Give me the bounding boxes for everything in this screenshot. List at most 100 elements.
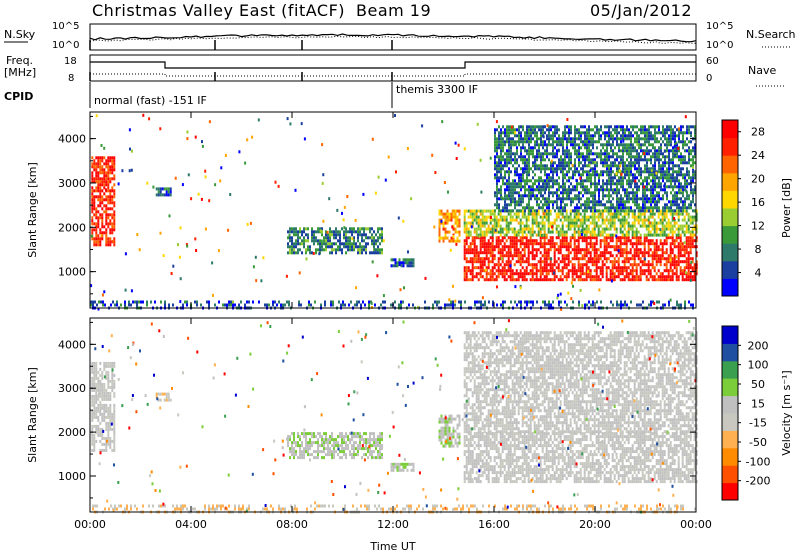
- cell: [628, 170, 630, 173]
- cell: [542, 260, 544, 263]
- cell: [672, 251, 674, 254]
- cell: [548, 213, 550, 216]
- cell: [610, 188, 612, 191]
- cell: [644, 209, 646, 212]
- cell: [544, 167, 546, 170]
- nave-label: Nave: [748, 64, 776, 77]
- cell: [684, 254, 686, 257]
- cell: [391, 258, 393, 261]
- cell: [93, 189, 95, 192]
- cell: [544, 152, 546, 155]
- cell: [510, 185, 512, 188]
- cell: [612, 152, 614, 155]
- cell: [652, 239, 654, 242]
- cell: [480, 242, 482, 245]
- cell: [620, 278, 622, 281]
- cell: [162, 193, 164, 196]
- cell: [293, 245, 295, 248]
- cell: [488, 278, 490, 281]
- cell: [612, 260, 614, 263]
- cell: [480, 245, 482, 248]
- cell: [664, 188, 666, 191]
- cell: [588, 203, 590, 206]
- cell: [504, 197, 506, 200]
- cell: [644, 164, 646, 167]
- cell: [680, 182, 682, 185]
- cell: [558, 234, 560, 237]
- cell: [532, 152, 534, 155]
- cell: [656, 185, 658, 188]
- cell: [538, 182, 540, 185]
- cell: [314, 301, 316, 304]
- cell: [548, 301, 550, 304]
- cell: [652, 194, 654, 197]
- cell: [552, 203, 554, 206]
- cell: [566, 275, 568, 278]
- cell: [498, 131, 500, 134]
- cell: [570, 242, 572, 245]
- cell: [377, 245, 379, 248]
- cell: [508, 131, 510, 134]
- cell: [574, 231, 576, 234]
- cell: [578, 239, 580, 242]
- cell: [530, 128, 532, 131]
- cell: [536, 149, 538, 152]
- cell: [514, 197, 516, 200]
- cell: [532, 272, 534, 275]
- cell: [688, 149, 690, 152]
- cell: [91, 228, 93, 231]
- cell: [305, 239, 307, 242]
- cell: [109, 168, 111, 171]
- cell: [160, 301, 162, 304]
- cell: [512, 197, 514, 200]
- cell: [490, 269, 492, 272]
- cell: [624, 134, 626, 137]
- cell: [504, 182, 506, 185]
- cell: [432, 304, 434, 307]
- cell: [457, 222, 459, 225]
- cell: [562, 182, 564, 185]
- cell: [544, 216, 546, 219]
- cell: [564, 131, 566, 134]
- cell: [496, 188, 498, 191]
- cell: [598, 254, 600, 257]
- cell: [546, 242, 548, 245]
- cell: [508, 170, 510, 173]
- cell: [622, 236, 624, 239]
- nsky-tick-bottom: 10^0: [52, 40, 79, 51]
- cell: [576, 206, 578, 209]
- cell: [534, 194, 536, 197]
- cell: [586, 206, 588, 209]
- cell: [504, 164, 506, 167]
- cell: [381, 230, 383, 233]
- cell: [690, 188, 692, 191]
- cell: [674, 260, 676, 263]
- cell: [522, 140, 524, 143]
- cell: [466, 236, 468, 239]
- cell: [646, 200, 648, 203]
- cell: [586, 158, 588, 161]
- cell: [678, 278, 680, 281]
- cell: [470, 213, 472, 216]
- cell: [634, 197, 636, 200]
- cell: [382, 301, 384, 304]
- cell: [526, 219, 528, 222]
- cell: [666, 146, 668, 149]
- cell: [305, 227, 307, 230]
- cell: [97, 222, 99, 225]
- cell: [498, 125, 500, 128]
- cell: [620, 125, 622, 128]
- cell: [690, 239, 692, 242]
- cell: [608, 188, 610, 191]
- cell: [538, 206, 540, 209]
- cell: [548, 176, 550, 179]
- cell: [466, 275, 468, 278]
- cell: [676, 173, 678, 176]
- cell: [652, 225, 654, 228]
- cell: [512, 152, 514, 155]
- cell: [492, 260, 494, 263]
- cell: [476, 236, 478, 239]
- cell: [478, 260, 480, 263]
- cell: [650, 239, 652, 242]
- cell: [512, 158, 514, 161]
